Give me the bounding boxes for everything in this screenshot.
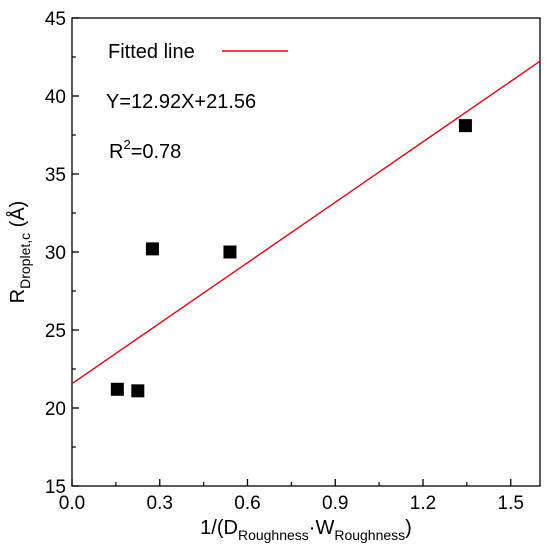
y-axis-title-sub: Droplet,c [17, 233, 33, 289]
y-tick-label: 40 [45, 87, 66, 108]
y-axis-title-main: R [7, 289, 29, 303]
x-tick-label: 1.2 [410, 493, 436, 514]
x-tick-label: 0.9 [322, 493, 348, 514]
r-squared-main: R [109, 141, 123, 163]
legend-label: Fitted line [108, 41, 195, 63]
x-axis-title-suffix: ) [405, 517, 412, 539]
y-tick-label: 45 [45, 9, 66, 30]
x-axis-title: 1/(DRoughness·WRoughness) [200, 517, 412, 543]
y-tick-label: 25 [45, 321, 66, 342]
data-point [131, 384, 145, 398]
r-squared-sup: 2 [123, 137, 130, 152]
x-axis-title-middle: ·W [309, 517, 335, 539]
data-point [223, 245, 237, 259]
x-axis-ticks: 0.0 0.3 0.6 0.9 1.2 1.5 [59, 479, 524, 514]
y-tick-label: 35 [45, 165, 66, 186]
plot-frame [71, 17, 541, 487]
x-axis-title-sub2: Roughness [334, 527, 405, 543]
data-point [458, 119, 472, 133]
r-squared-rest: =0.78 [131, 141, 182, 163]
y-axis-title-suffix: (Å) [6, 201, 29, 233]
fitted-line [71, 60, 541, 385]
x-tick-label: 0.0 [59, 493, 85, 514]
x-tick-label: 1.5 [498, 493, 524, 514]
data-points [110, 119, 472, 398]
r-squared-text: R2=0.78 [109, 137, 181, 163]
y-axis-title: RDroplet,c (Å) [6, 201, 33, 304]
x-axis-title-prefix: 1/(D [200, 517, 238, 539]
y-tick-label: 30 [45, 243, 66, 264]
equation-text: Y=12.92X+21.56 [106, 91, 256, 113]
y-axis-ticks: 15 20 25 30 35 40 45 [45, 9, 79, 498]
data-point [145, 242, 159, 256]
y-tick-label: 20 [45, 399, 66, 420]
data-point [110, 382, 124, 396]
x-tick-label: 0.6 [234, 493, 260, 514]
legend: Fitted line [108, 41, 288, 63]
y-tick-label: 15 [45, 477, 66, 498]
x-axis-title-sub1: Roughness [238, 527, 309, 543]
x-tick-label: 0.3 [147, 493, 173, 514]
